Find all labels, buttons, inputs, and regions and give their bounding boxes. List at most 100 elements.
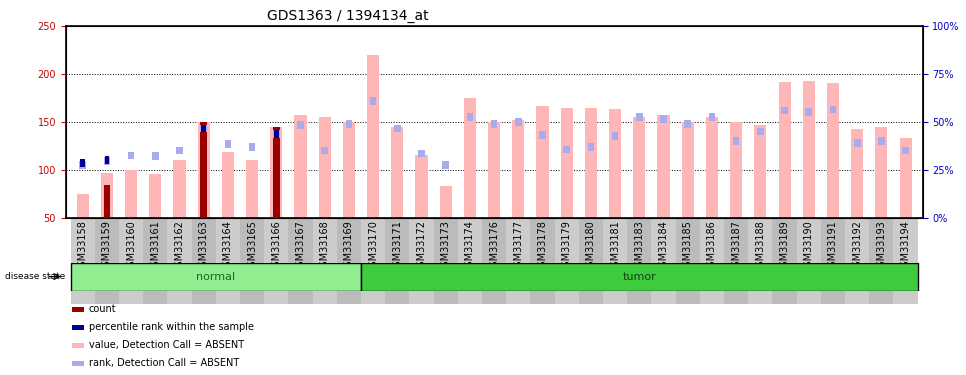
Bar <box>878 137 885 145</box>
Bar <box>515 118 522 126</box>
Bar <box>201 125 206 132</box>
Bar <box>902 147 909 154</box>
Text: value, Detection Call = ABSENT: value, Detection Call = ABSENT <box>89 340 244 350</box>
Text: percentile rank within the sample: percentile rank within the sample <box>89 322 254 332</box>
Bar <box>685 120 691 128</box>
Bar <box>246 160 258 218</box>
Bar <box>724 217 749 304</box>
Bar <box>319 117 330 218</box>
Text: GDS1363 / 1394134_at: GDS1363 / 1394134_at <box>267 9 429 23</box>
Bar <box>79 161 86 169</box>
Bar <box>530 217 554 304</box>
Bar <box>851 129 864 217</box>
Bar <box>410 217 434 304</box>
Bar <box>869 217 894 304</box>
Text: count: count <box>89 304 117 314</box>
Bar <box>224 140 231 148</box>
Bar <box>248 143 255 150</box>
Text: tumor: tumor <box>622 272 656 282</box>
Bar <box>95 217 119 304</box>
Bar <box>627 217 651 304</box>
Bar <box>222 153 234 218</box>
Bar <box>584 108 597 218</box>
Bar <box>488 122 500 218</box>
Bar <box>899 138 912 218</box>
Text: normal: normal <box>196 272 236 282</box>
Bar <box>198 122 210 218</box>
Bar <box>391 127 404 218</box>
Bar <box>346 120 353 128</box>
Bar <box>104 156 109 164</box>
Bar <box>560 108 573 218</box>
Bar <box>273 127 279 218</box>
Bar <box>298 121 303 129</box>
Bar <box>215 217 240 304</box>
Bar <box>149 174 161 217</box>
Bar <box>773 217 797 304</box>
Bar <box>152 153 158 160</box>
Bar <box>675 217 699 304</box>
Bar <box>894 217 918 304</box>
Bar <box>128 152 134 159</box>
Bar <box>71 217 95 304</box>
Bar <box>610 110 621 218</box>
Bar <box>361 217 385 304</box>
Bar <box>797 217 821 304</box>
Bar <box>830 106 837 113</box>
Bar <box>361 262 918 291</box>
Bar <box>634 117 645 218</box>
Bar <box>442 161 449 169</box>
Bar <box>706 117 718 218</box>
Bar <box>781 106 788 114</box>
Bar <box>512 120 525 218</box>
Bar <box>491 120 497 128</box>
Bar <box>240 217 264 304</box>
Bar <box>337 217 361 304</box>
Bar <box>827 82 839 218</box>
Bar <box>554 217 579 304</box>
Bar <box>682 122 694 218</box>
Bar <box>76 194 89 217</box>
Bar <box>749 217 773 304</box>
Bar <box>539 131 546 139</box>
Text: rank, Detection Call = ABSENT: rank, Detection Call = ABSENT <box>89 358 240 368</box>
Bar <box>803 81 814 218</box>
Bar <box>563 146 570 153</box>
Bar <box>440 186 452 218</box>
Bar <box>699 217 724 304</box>
Bar <box>200 122 207 218</box>
Bar <box>467 113 473 121</box>
Bar <box>191 217 215 304</box>
Bar <box>754 125 766 217</box>
Bar <box>611 132 618 140</box>
Bar <box>119 217 143 304</box>
Bar <box>343 122 355 218</box>
Bar <box>709 113 715 121</box>
Bar <box>482 217 506 304</box>
Bar <box>779 82 790 218</box>
Bar <box>806 108 812 116</box>
Bar <box>270 127 282 218</box>
Bar <box>385 217 410 304</box>
Bar <box>757 128 764 135</box>
Bar <box>434 217 458 304</box>
Bar <box>143 217 167 304</box>
Text: disease state: disease state <box>5 272 65 281</box>
Bar <box>733 137 740 145</box>
Bar <box>313 217 337 304</box>
Bar <box>264 217 289 304</box>
Bar <box>730 122 742 218</box>
Bar <box>71 262 361 291</box>
Bar <box>174 160 185 218</box>
Bar <box>295 115 306 218</box>
Bar <box>418 150 425 157</box>
Bar <box>80 159 85 167</box>
Bar <box>658 115 669 218</box>
Bar <box>458 217 482 304</box>
Bar <box>821 217 845 304</box>
Bar <box>506 217 530 304</box>
Bar <box>464 98 476 218</box>
Bar <box>176 147 183 154</box>
Bar <box>536 106 549 218</box>
Bar <box>103 157 110 165</box>
